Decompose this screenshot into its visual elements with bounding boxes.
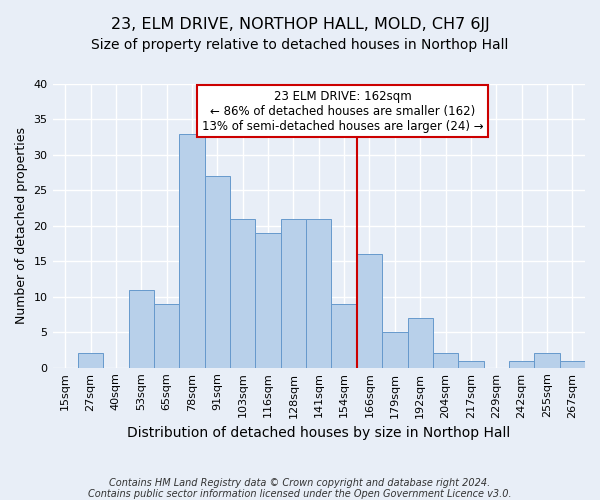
Bar — [560, 360, 585, 368]
Bar — [433, 354, 458, 368]
Bar — [382, 332, 407, 368]
Bar — [230, 218, 256, 368]
Bar — [128, 290, 154, 368]
Text: Contains public sector information licensed under the Open Government Licence v3: Contains public sector information licen… — [88, 489, 512, 499]
Bar — [78, 354, 103, 368]
Bar — [205, 176, 230, 368]
Bar — [281, 218, 306, 368]
Bar — [458, 360, 484, 368]
Bar — [154, 304, 179, 368]
Text: 23 ELM DRIVE: 162sqm
← 86% of detached houses are smaller (162)
13% of semi-deta: 23 ELM DRIVE: 162sqm ← 86% of detached h… — [202, 90, 484, 132]
Text: 23, ELM DRIVE, NORTHOP HALL, MOLD, CH7 6JJ: 23, ELM DRIVE, NORTHOP HALL, MOLD, CH7 6… — [110, 18, 490, 32]
Text: Size of property relative to detached houses in Northop Hall: Size of property relative to detached ho… — [91, 38, 509, 52]
Y-axis label: Number of detached properties: Number of detached properties — [15, 128, 28, 324]
Bar — [179, 134, 205, 368]
Bar — [256, 233, 281, 368]
Bar — [509, 360, 534, 368]
Bar — [407, 318, 433, 368]
Bar — [534, 354, 560, 368]
Bar — [306, 218, 331, 368]
Text: Contains HM Land Registry data © Crown copyright and database right 2024.: Contains HM Land Registry data © Crown c… — [109, 478, 491, 488]
X-axis label: Distribution of detached houses by size in Northop Hall: Distribution of detached houses by size … — [127, 426, 511, 440]
Bar — [331, 304, 357, 368]
Bar — [357, 254, 382, 368]
